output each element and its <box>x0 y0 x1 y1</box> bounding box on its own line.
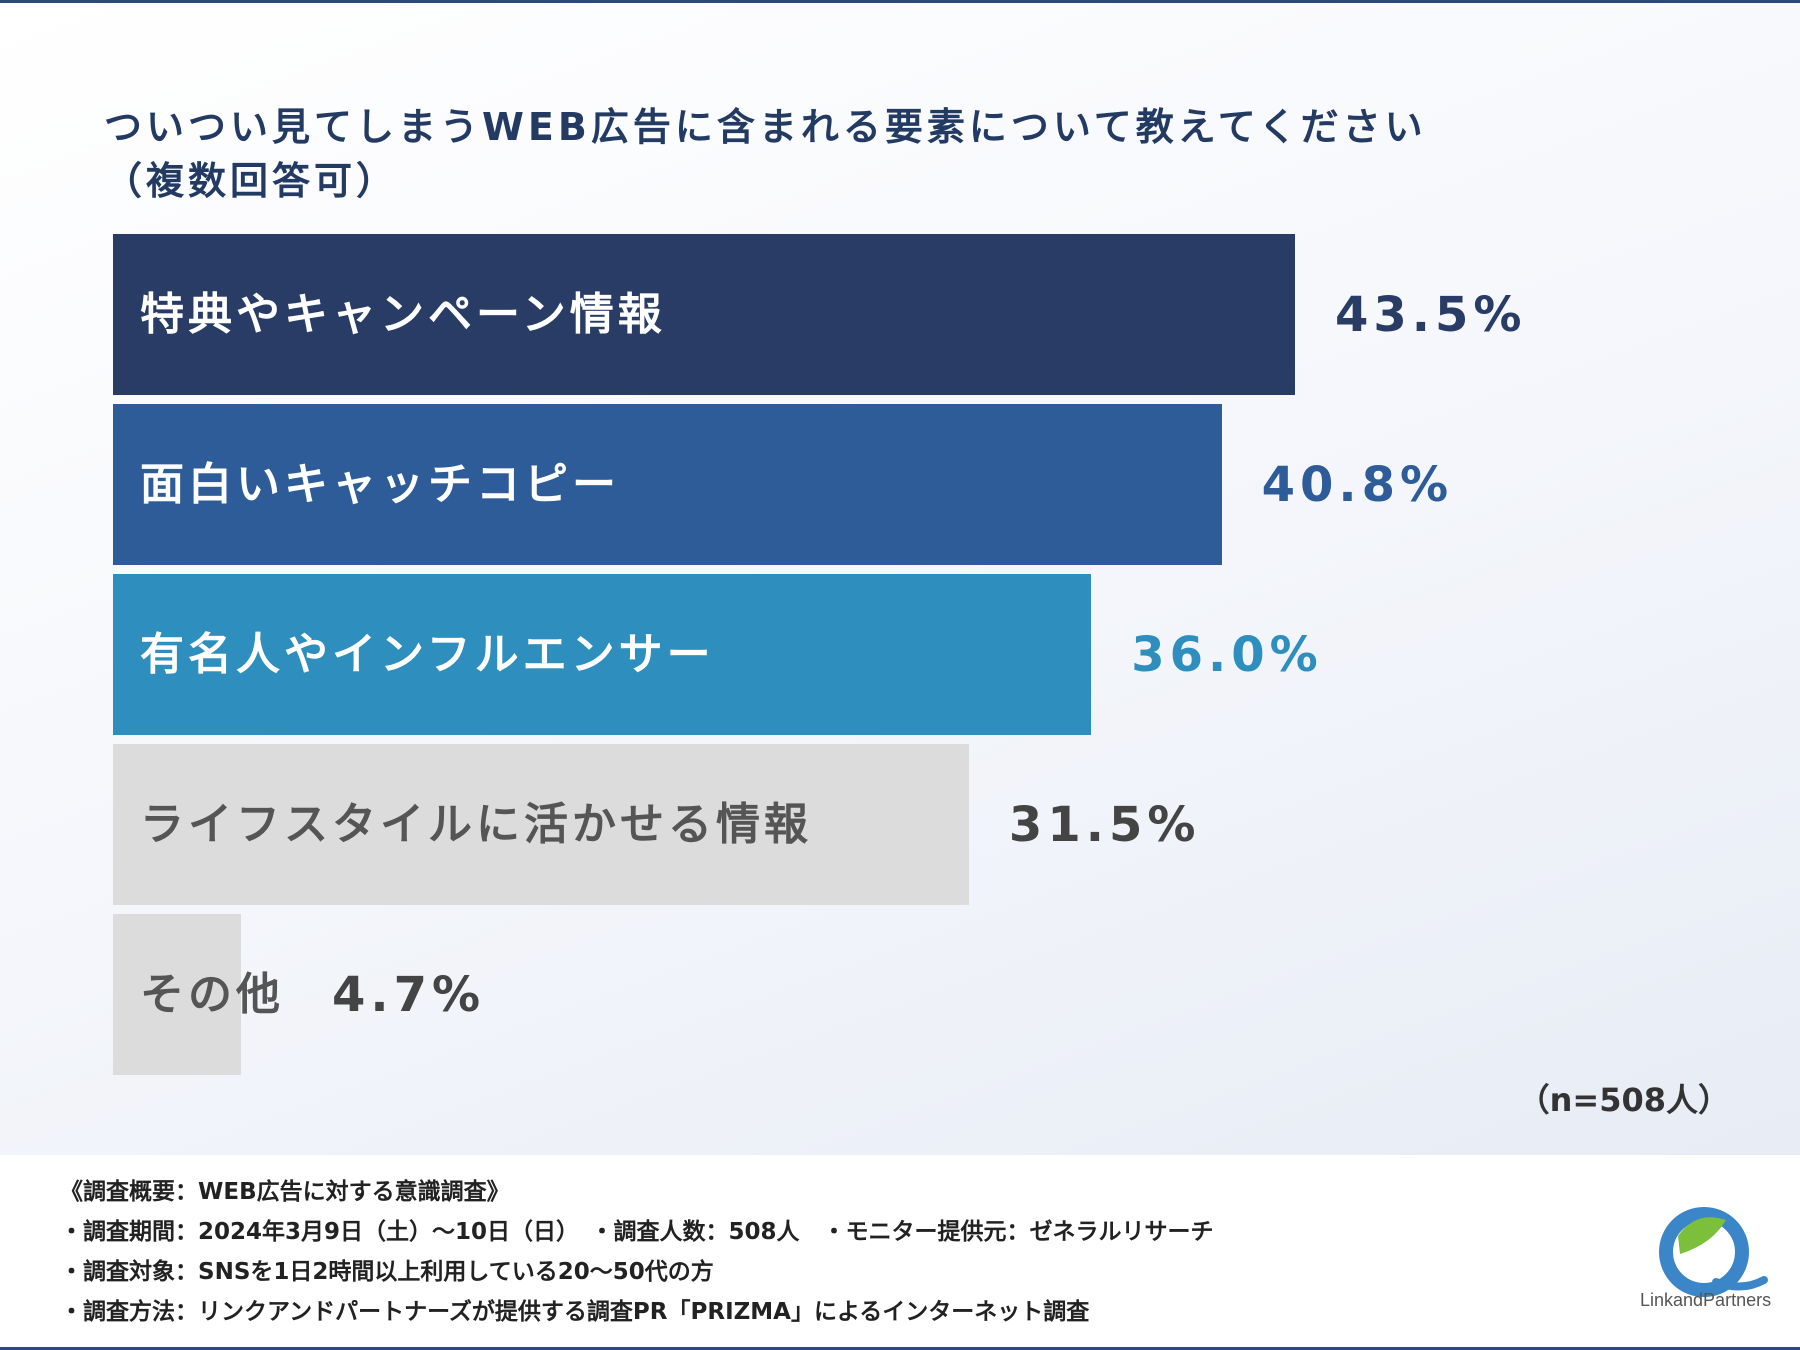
company-logo-icon <box>1659 1207 1768 1297</box>
bar-label-2: 面白いキャッチコピー <box>140 458 620 510</box>
survey-notes-heading: 《調査概要：WEB広告に対する意識調査》 <box>60 1179 510 1205</box>
bar-2 <box>113 404 1222 565</box>
bar-4 <box>113 744 969 905</box>
bar-value-1: 43.5% <box>1335 286 1527 343</box>
bottom-border <box>0 1347 1800 1350</box>
survey-notes-target: ・調査対象：SNSを1日2時間以上利用している20～50代の方 <box>60 1259 714 1285</box>
bar-value-4: 31.5% <box>1008 796 1201 853</box>
bar-chart: 特典やキャンペーン情報 43.5% 面白いキャッチコピー 40.8% 有名人やインフルエ… <box>113 234 1527 1075</box>
bar-1 <box>113 234 1295 395</box>
bar-value-2: 40.8% <box>1261 456 1454 513</box>
bar-label-1: 特典やキャンペーン情報 <box>140 288 666 340</box>
bar-5 <box>113 914 241 1075</box>
company-logo-text: LinkandPartners <box>1640 1290 1772 1310</box>
bar-label-4: ライフスタイルに活かせる情報 <box>140 798 812 850</box>
chart-title: ついつい見てしまうWEB広告に含まれる要素について教えてください （複数回答可） <box>104 100 1604 208</box>
bar-3 <box>113 574 1092 735</box>
survey-notes-method: ・調査方法：リンクアンドパートナーズが提供する調査PR「PRIZMA」によるイン… <box>60 1299 1090 1325</box>
sample-size-label: （n=508人） <box>1517 1081 1730 1119</box>
chart-title-line-2: （複数回答可） <box>104 159 399 203</box>
bar-label-3: 有名人やインフルエンサー <box>140 628 715 680</box>
survey-notes-period: ・調査期間：2024年3月9日（土）～10日（日） ・調査人数：508人 ・モニ… <box>60 1219 1214 1245</box>
chart-title-line-1: ついつい見てしまうWEB広告に含まれる要素について教えてください <box>104 105 1427 149</box>
bar-label-5: その他 <box>140 968 284 1020</box>
bar-value-3: 36.0% <box>1131 626 1323 683</box>
top-border <box>0 0 1800 3</box>
bar-value-5: 4.7% <box>332 966 486 1023</box>
survey-notes: 《調査概要：WEB広告に対する意識調査》 ・調査期間：2024年3月9日（土）～… <box>60 1172 1214 1332</box>
